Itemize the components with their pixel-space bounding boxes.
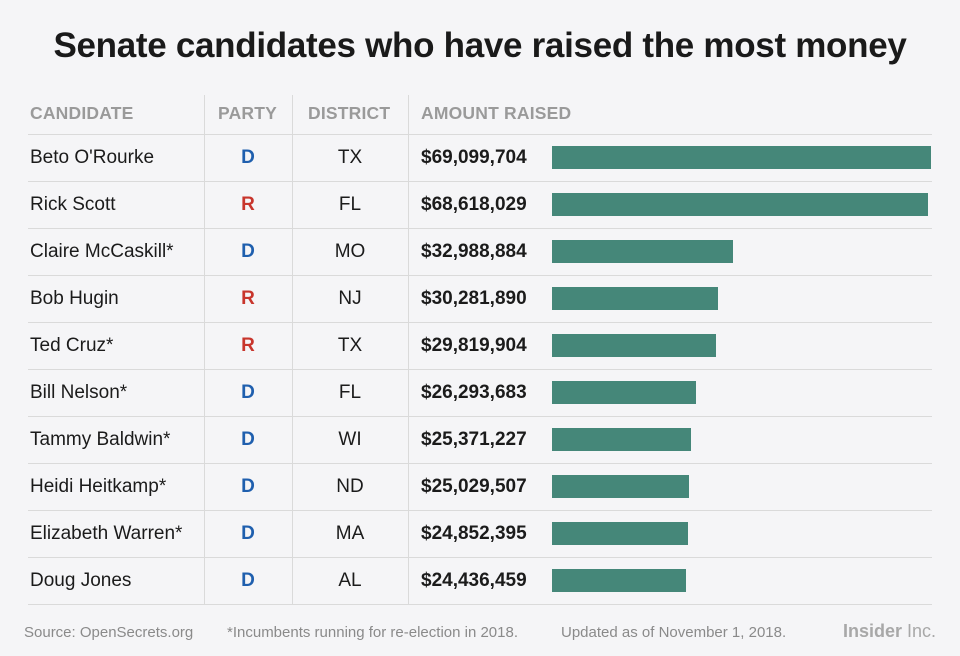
row-divider: [28, 463, 932, 464]
amount-bar: [552, 146, 931, 169]
column-divider: [292, 95, 293, 605]
source-note: Source: OpenSecrets.org: [24, 624, 194, 641]
district-label: TX: [337, 335, 363, 356]
amount-bar: [552, 287, 718, 310]
party-label: D: [241, 429, 255, 450]
table-row: Beto O'Rourke D TX $69,099,704: [28, 134, 932, 181]
party-label: D: [241, 523, 255, 544]
amount-label: $25,029,507: [421, 476, 527, 497]
candidate-name: Elizabeth Warren*: [30, 523, 183, 544]
table-row: Heidi Heitkamp* D ND $25,029,507: [28, 463, 932, 510]
party-label: R: [241, 335, 255, 356]
table-row: Elizabeth Warren* D MA $24,852,395: [28, 510, 932, 557]
amount-bar: [552, 240, 733, 263]
row-divider: [28, 275, 932, 276]
district-label: AL: [338, 570, 362, 591]
amount-label: $68,618,029: [421, 194, 527, 215]
district-label: FL: [338, 194, 362, 215]
table-row: Bill Nelson* D FL $26,293,683: [28, 369, 932, 416]
party-label: D: [241, 241, 255, 262]
table-row: Doug Jones D AL $24,436,459: [28, 557, 932, 604]
district-label: TX: [337, 147, 363, 168]
candidate-name: Rick Scott: [30, 194, 116, 215]
amount-label: $29,819,904: [421, 335, 527, 356]
amount-label: $24,436,459: [421, 570, 527, 591]
amount-bar: [552, 381, 696, 404]
district-label: NJ: [338, 288, 362, 309]
column-divider: [204, 95, 205, 605]
brand-light: Inc.: [901, 621, 936, 641]
row-divider: [28, 510, 932, 511]
amount-bar: [552, 522, 688, 545]
chart-title: Senate candidates who have raised the mo…: [53, 26, 907, 65]
amount-label: $26,293,683: [421, 382, 527, 403]
party-label: R: [241, 288, 255, 309]
candidate-name: Bob Hugin: [30, 288, 119, 309]
party-label: D: [241, 382, 255, 403]
brand-logo: Insider Inc.: [843, 621, 936, 642]
table-row: Claire McCaskill* D MO $32,988,884: [28, 228, 932, 275]
party-label: D: [241, 570, 255, 591]
party-label: D: [241, 476, 255, 497]
amount-bar: [552, 569, 686, 592]
header-candidate: CANDIDATE: [30, 103, 134, 123]
row-divider: [28, 557, 932, 558]
table-row: Ted Cruz* R TX $29,819,904: [28, 322, 932, 369]
row-divider: [28, 228, 932, 229]
updated-note: Updated as of November 1, 2018.: [561, 624, 787, 641]
candidate-name: Bill Nelson*: [30, 382, 128, 403]
candidate-name: Tammy Baldwin*: [30, 429, 171, 450]
district-label: MA: [335, 523, 365, 544]
amount-label: $25,371,227: [421, 429, 527, 450]
amount-label: $32,988,884: [421, 241, 527, 262]
amount-bar: [552, 334, 716, 357]
district-label: MO: [334, 241, 366, 262]
column-divider: [408, 95, 409, 605]
amount-bar: [552, 193, 928, 216]
data-table: CANDIDATE PARTY DISTRICT AMOUNT RAISED B…: [28, 95, 932, 605]
amount-bar: [552, 475, 689, 498]
header-amount: AMOUNT RAISED: [421, 103, 572, 123]
district-label: ND: [336, 476, 364, 497]
header-party: PARTY: [218, 103, 278, 123]
table-row: Rick Scott R FL $68,618,029: [28, 181, 932, 228]
row-divider: [28, 369, 932, 370]
row-divider: [28, 416, 932, 417]
brand-bold: Insider: [842, 621, 902, 641]
candidate-name: Ted Cruz*: [30, 335, 114, 356]
candidate-name: Beto O'Rourke: [30, 147, 155, 168]
district-label: WI: [338, 429, 362, 450]
candidate-name: Claire McCaskill*: [30, 241, 174, 262]
table-row: Bob Hugin R NJ $30,281,890: [28, 275, 932, 322]
amount-label: $30,281,890: [421, 288, 527, 309]
table-row: Tammy Baldwin* D WI $25,371,227: [28, 416, 932, 463]
row-divider: [28, 134, 932, 135]
amount-label: $24,852,395: [421, 523, 527, 544]
row-divider: [28, 322, 932, 323]
header-district: DISTRICT: [308, 103, 391, 123]
district-label: FL: [338, 382, 362, 403]
candidate-name: Heidi Heitkamp*: [30, 476, 167, 497]
party-label: D: [241, 147, 255, 168]
candidate-name: Doug Jones: [30, 570, 132, 591]
party-label: R: [241, 194, 255, 215]
amount-bar: [552, 428, 691, 451]
row-divider: [28, 181, 932, 182]
amount-label: $69,099,704: [421, 147, 527, 168]
row-divider: [28, 604, 932, 605]
incumbent-note: *Incumbents running for re-election in 2…: [227, 624, 519, 641]
